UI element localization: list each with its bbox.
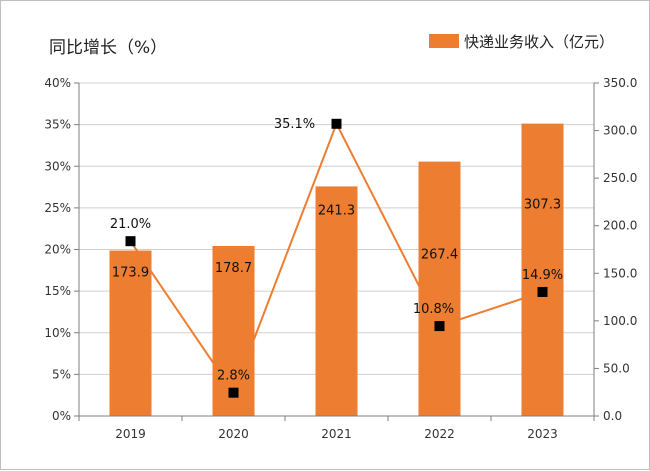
data-labels: 173.9 178.7 241.3 267.4 307.3 21.0% 2.8% 35.1% 1… bbox=[110, 117, 563, 384]
line-value-label: 2.8% bbox=[217, 369, 250, 384]
line-value-label: 10.8% bbox=[413, 302, 454, 317]
line-value-label: 35.1% bbox=[274, 117, 315, 132]
bar-value-label: 267.4 bbox=[421, 248, 458, 263]
right-tick-label: 0.0 bbox=[603, 409, 622, 423]
x-tick-label: 2021 bbox=[321, 427, 352, 441]
bar bbox=[212, 245, 255, 416]
left-tick-label: 30% bbox=[44, 159, 71, 173]
left-tick-label: 40% bbox=[44, 76, 71, 90]
x-tick-label: 2023 bbox=[527, 427, 558, 441]
legend-swatch bbox=[429, 34, 459, 48]
legend-label: 快递业务收入（亿元） bbox=[464, 33, 614, 51]
left-tick-label: 25% bbox=[44, 201, 71, 215]
bar-series bbox=[109, 123, 564, 416]
line-marker bbox=[331, 118, 342, 129]
bar-value-label: 178.7 bbox=[215, 261, 252, 276]
bar bbox=[521, 123, 564, 416]
x-tick-label: 2020 bbox=[218, 427, 249, 441]
bar-value-label: 241.3 bbox=[318, 203, 355, 218]
bar-value-label: 307.3 bbox=[524, 198, 561, 213]
line-marker bbox=[537, 286, 548, 297]
axes: 0% 5% 10% 15% 20% 25% 30% 35% 40% 0.0 50.0 100.0 150… bbox=[44, 76, 637, 441]
line-value-label: 14.9% bbox=[522, 268, 563, 283]
line-series bbox=[125, 118, 548, 398]
right-tick-label: 300.0 bbox=[603, 124, 637, 138]
bar bbox=[315, 186, 358, 416]
left-tick-label: 35% bbox=[44, 118, 71, 132]
left-tick-label: 10% bbox=[44, 326, 71, 340]
line-marker bbox=[125, 236, 136, 247]
right-tick-label: 200.0 bbox=[603, 219, 637, 233]
right-tick-label: 250.0 bbox=[603, 171, 637, 185]
bar bbox=[418, 161, 461, 416]
right-tick-label: 100.0 bbox=[603, 314, 637, 328]
bar bbox=[109, 250, 152, 416]
left-tick-label: 5% bbox=[52, 367, 71, 381]
left-tick-label: 0% bbox=[52, 409, 71, 423]
line-value-label: 21.0% bbox=[110, 217, 151, 232]
left-tick-label: 15% bbox=[44, 284, 71, 298]
line-marker bbox=[228, 387, 239, 398]
right-tick-label: 350.0 bbox=[603, 76, 637, 90]
right-tick-label: 50.0 bbox=[603, 361, 630, 375]
x-tick-label: 2022 bbox=[424, 427, 455, 441]
right-tick-label: 150.0 bbox=[603, 266, 637, 280]
left-tick-label: 20% bbox=[44, 243, 71, 257]
left-axis-title: 同比增长（%） bbox=[49, 38, 167, 58]
x-tick-label: 2019 bbox=[115, 427, 146, 441]
line-marker bbox=[434, 321, 445, 332]
bar-value-label: 173.9 bbox=[112, 266, 149, 281]
